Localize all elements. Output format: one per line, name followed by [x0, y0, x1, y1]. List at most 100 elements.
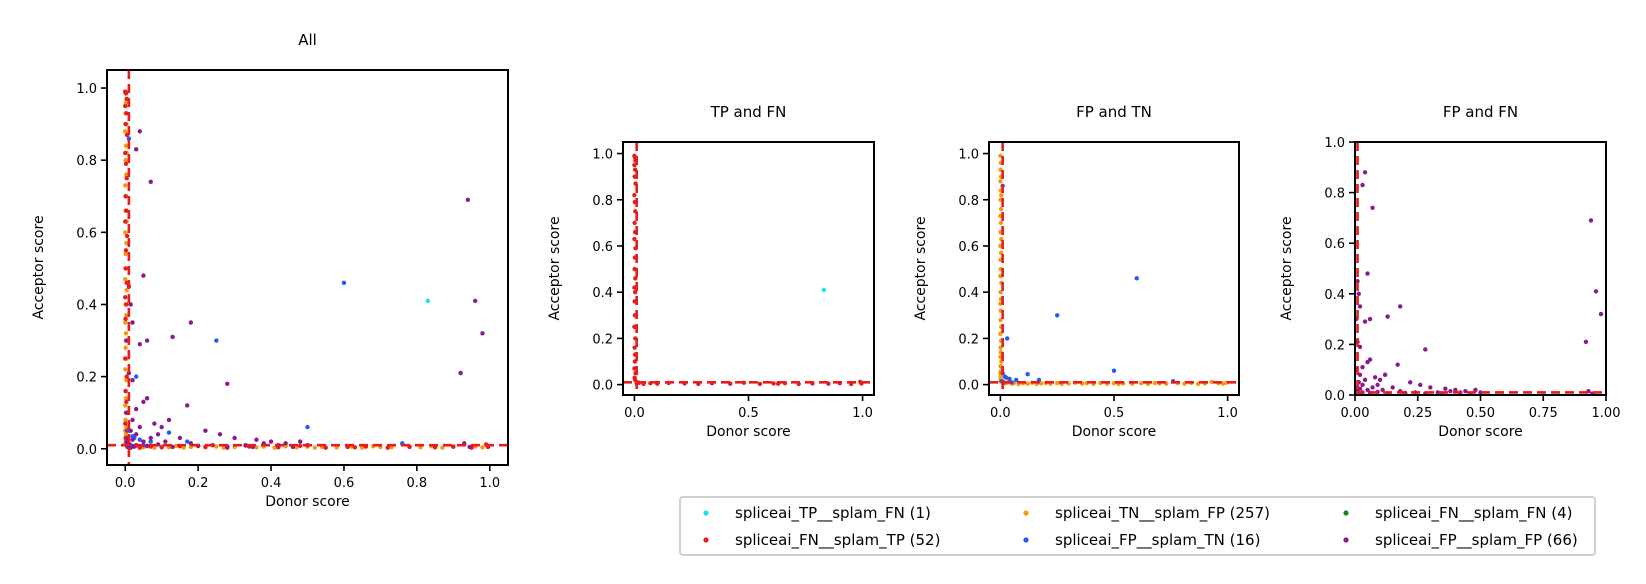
point-fn_tp-10: [123, 194, 128, 199]
point-tn_fp-7: [123, 157, 128, 163]
point-fp_fp-24: [137, 424, 143, 430]
point-tn_fp-47: [181, 445, 186, 450]
point-tn_fp-75: [1209, 379, 1214, 385]
point-fn_tp-10: [632, 220, 637, 226]
x-tick-label: 0.2: [188, 476, 209, 491]
point-tn_fp-57: [272, 445, 277, 450]
point-fp_fp-8: [144, 338, 150, 343]
legend-label: spliceai_TP__splam_FN (1): [735, 504, 931, 523]
point-fp_fp-18: [1360, 364, 1365, 370]
y-tick-label: 0.4: [592, 286, 613, 301]
x-axis-label: Donor score: [706, 424, 791, 440]
point-fn_tp-17: [123, 295, 128, 300]
point-fp_tn-8: [185, 439, 190, 444]
point-tn_fp-28: [123, 396, 129, 401]
point-fn_tp-23: [123, 388, 128, 394]
point-fn_tp-12: [123, 219, 128, 224]
point-tn_fp-14: [124, 240, 129, 246]
legend-marker-tn_fp: [1023, 510, 1029, 516]
legend-label: spliceai_FP__splam_FP (66): [1375, 531, 1578, 550]
point-fp_tn-0: [126, 136, 132, 141]
point-fp_fp-33: [1453, 387, 1458, 393]
point-tn_fp-8: [998, 206, 1004, 212]
panel-3: 0.00 0.25 0.50 0.75 1.00 0.0 0.2 0.4 0.6 0.8 1.0 FP…: [1279, 103, 1620, 440]
y-axis-label: Acceptor score: [1279, 216, 1295, 320]
point-fn_tp-5: [123, 121, 128, 127]
point-tn_fp-45: [1025, 381, 1030, 386]
point-tn_fp-32: [124, 424, 129, 430]
panel-1: 0.0 0.5 1.0 0.0 0.2 0.4 0.6 0.8 1.0 TP and FN Dono…: [547, 103, 875, 440]
point-tn_fp-48: [1039, 381, 1044, 386]
point-tn_fp-61: [312, 445, 317, 450]
point-fp_fp-39: [163, 439, 168, 444]
point-tn_fp-17: [123, 277, 128, 282]
point-fp_fp-33: [268, 439, 274, 444]
panel-title: All: [298, 31, 317, 49]
x-tick-label: 0.5: [738, 406, 759, 421]
x-axis-label: Donor score: [265, 494, 350, 510]
point-fp_fp-21: [1372, 375, 1378, 380]
y-tick-label: 0.0: [958, 379, 979, 394]
point-fn_tp-40: [298, 443, 303, 449]
point-fn_tp-48: [451, 444, 456, 449]
point-fn_tp-4: [124, 111, 129, 116]
point-tn_fp-51: [214, 444, 219, 449]
axes-frame: [106, 69, 509, 466]
point-fn_tp-3: [123, 103, 128, 109]
point-tn_fp-23: [123, 345, 128, 350]
point-fp_fp-42: [1435, 390, 1441, 395]
point-fp_fp-35: [298, 439, 303, 444]
point-fp_tn-1: [133, 374, 139, 379]
point-fn_tp-21: [123, 356, 128, 361]
point-fp_fp-61: [472, 298, 478, 304]
point-tn_fp-52: [221, 445, 226, 450]
point-fp_tn-10: [1111, 368, 1117, 373]
point-tn_fp-73: [440, 445, 445, 450]
x-tick-label: 0.0: [990, 406, 1011, 421]
point-fp_fp-60: [1588, 218, 1594, 223]
panel-title: FP and TN: [1076, 103, 1152, 121]
x-tick-label: 0.4: [261, 476, 282, 491]
point-fn_tp-14: [123, 248, 129, 253]
point-fp_fp-48: [144, 443, 150, 449]
point-fp_tn-11: [341, 280, 347, 286]
point-fp_fp-10: [170, 334, 175, 340]
point-fp_tn-4: [137, 437, 143, 442]
y-tick-label: 0.0: [1324, 389, 1345, 404]
y-tick-label: 0.0: [76, 443, 97, 458]
y-tick-label: 1.0: [1324, 136, 1345, 151]
point-fp_fp-14: [144, 396, 150, 401]
point-tn_fp-4: [123, 129, 128, 134]
point-fp_fp-22: [1377, 377, 1383, 383]
x-tick-label: 0.0: [115, 476, 136, 491]
point-fn_tp-7: [123, 150, 128, 156]
point-fp_fp-17: [185, 403, 190, 408]
point-fp_fp-20: [130, 417, 135, 423]
point-fp_fp-0: [1362, 170, 1368, 175]
panel-0: 0.0 0.2 0.4 0.6 0.8 1.0 0.0 0.2 0.4 0.6 0.8 1.0 All D…: [31, 31, 509, 510]
x-tick-label: 1.0: [479, 476, 500, 491]
point-fp_fp-65: [467, 444, 472, 450]
point-tn_fp-29: [123, 403, 128, 408]
point-tn_fp-8: [124, 172, 129, 177]
axes-frame: [988, 141, 1240, 396]
point-fp_tn-7: [166, 430, 172, 435]
point-fp_fp-63: [1583, 339, 1589, 345]
y-tick-label: 0.8: [1324, 187, 1345, 202]
legend-marker-fn_tp: [703, 537, 709, 543]
point-fn_tp-18: [124, 302, 129, 307]
point-tp_fn-0: [425, 298, 430, 304]
point-fp_fp-62: [1598, 311, 1604, 317]
point-fn_tp-9: [124, 176, 129, 181]
point-fp_tn-10: [305, 424, 310, 430]
point-fn_tp-15: [123, 266, 128, 271]
point-fp_fp-28: [1390, 385, 1395, 390]
point-fp_fp-43: [1448, 389, 1453, 394]
point-fn_tp-13: [124, 233, 130, 239]
point-fp_fp-9: [1397, 304, 1403, 309]
point-fp_tn-9: [214, 338, 219, 343]
point-tn_fp-4: [998, 179, 1003, 184]
point-fp_fp-35: [1473, 387, 1478, 393]
point-fp_fp-1: [133, 147, 139, 152]
x-tick-label: 0.25: [1403, 406, 1432, 421]
